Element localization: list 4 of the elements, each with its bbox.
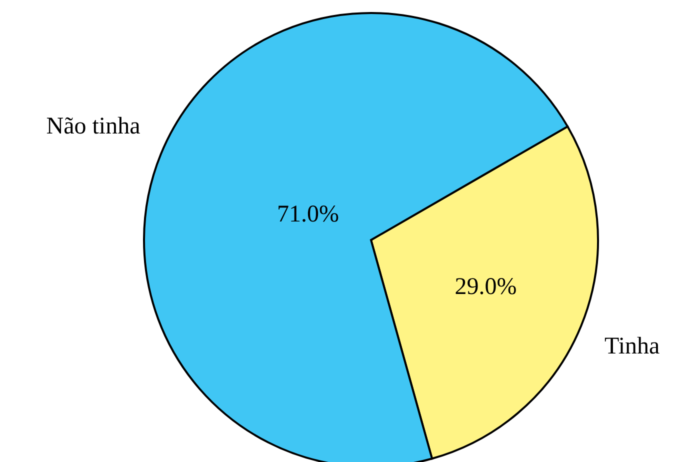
slice-label: Não tinha	[46, 114, 141, 140]
data-label: 29.0%	[454, 274, 517, 300]
data-label: 71.0%	[277, 201, 340, 228]
slice-label: Tinha	[604, 334, 660, 360]
